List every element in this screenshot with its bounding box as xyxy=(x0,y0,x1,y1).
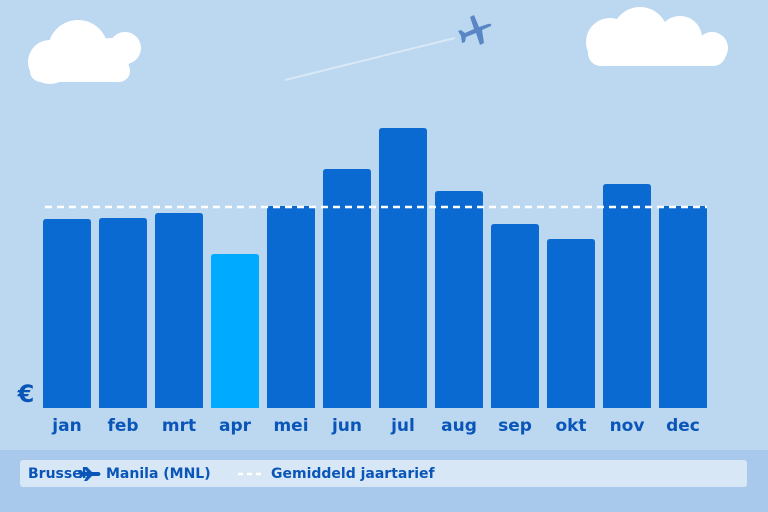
bar xyxy=(155,213,203,408)
bar xyxy=(379,128,427,408)
route-from: Brussel xyxy=(28,466,87,482)
bar xyxy=(323,169,371,408)
legend-average-label: Gemiddeld jaartarief xyxy=(271,466,436,482)
x-tick-label: jun xyxy=(331,416,362,436)
route-plane-icon xyxy=(79,467,101,481)
x-tick-label: mei xyxy=(273,416,308,436)
x-tick-label: apr xyxy=(219,416,252,436)
x-tick-label: aug xyxy=(441,416,477,436)
x-tick-label: okt xyxy=(555,416,586,436)
x-tick-label: sep xyxy=(498,416,532,436)
bar xyxy=(547,239,595,408)
x-tick-label: jan xyxy=(51,416,81,436)
bar xyxy=(211,254,259,408)
bar xyxy=(43,219,91,408)
x-tick-label: jul xyxy=(390,416,415,436)
bar xyxy=(603,184,651,408)
route-to: Manila (MNL) xyxy=(106,466,211,482)
cloud xyxy=(586,7,728,66)
currency-label: € xyxy=(17,380,35,408)
x-tick-label: mrt xyxy=(162,416,196,436)
legend xyxy=(20,460,747,487)
x-tick-label: feb xyxy=(107,416,138,436)
plot: jan feb mrt apr mei jun jul aug sep okt nov dec xyxy=(43,128,707,436)
x-tick-label: nov xyxy=(610,416,645,436)
bar xyxy=(435,191,483,408)
bar xyxy=(99,218,147,408)
bar xyxy=(659,206,707,408)
contrail xyxy=(284,37,456,81)
x-tick-label: dec xyxy=(666,416,700,436)
airplane-icon xyxy=(458,15,492,45)
bar xyxy=(491,224,539,408)
cloud xyxy=(28,20,141,84)
bar xyxy=(267,206,315,408)
